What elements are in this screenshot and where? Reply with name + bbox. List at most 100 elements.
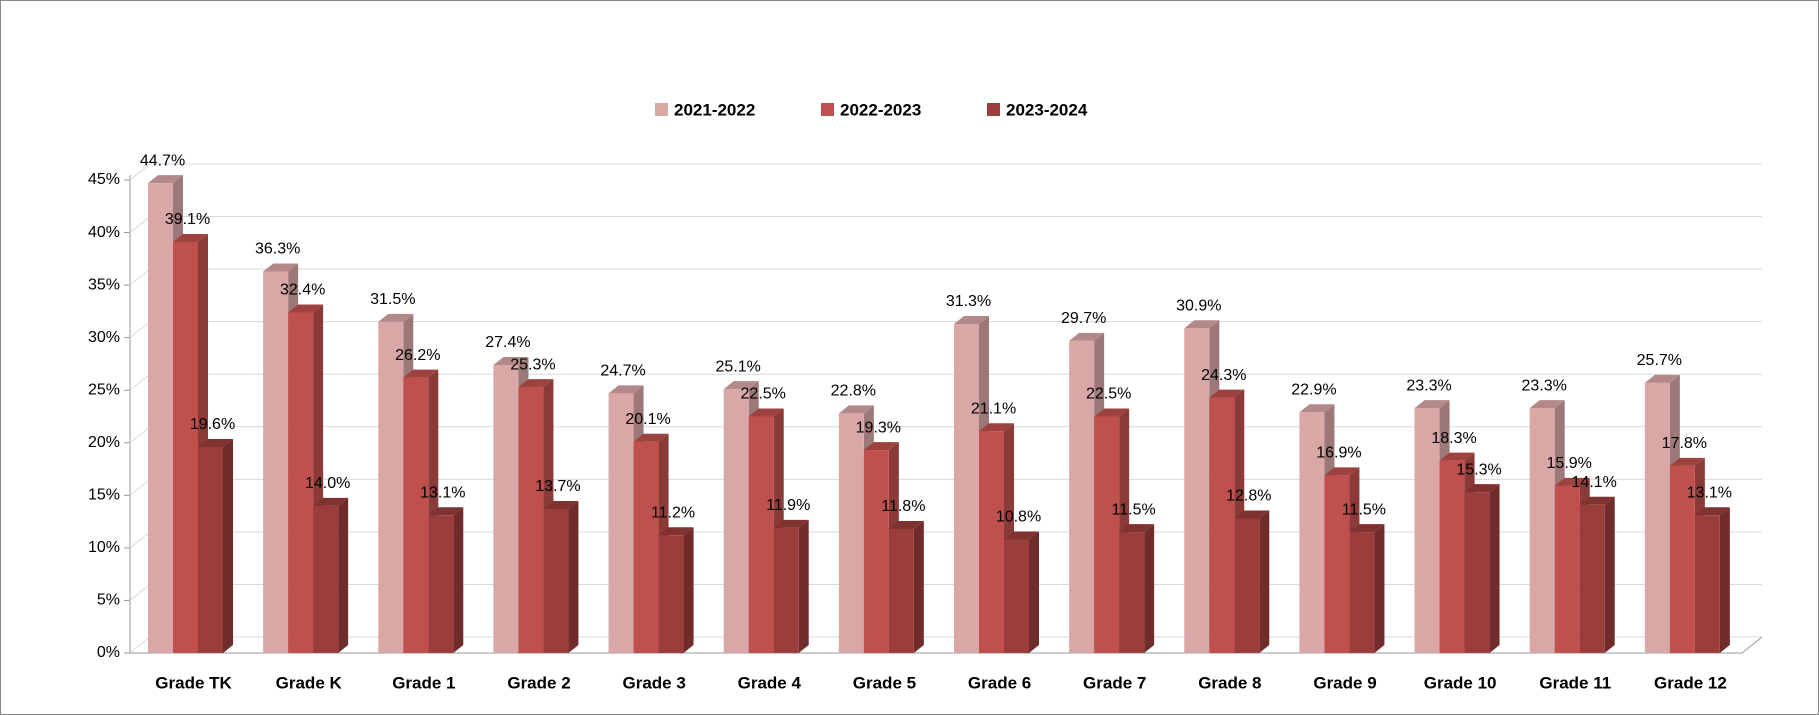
bar-front xyxy=(1349,532,1375,653)
bar-front xyxy=(1529,408,1555,653)
value-label: 32.4% xyxy=(280,282,325,299)
bar-side xyxy=(1719,507,1730,653)
bar xyxy=(543,500,579,653)
bar-side xyxy=(223,438,233,653)
value-label: 12.8% xyxy=(1226,488,1271,505)
bar-top xyxy=(1644,374,1680,383)
value-label: 11.2% xyxy=(651,504,695,521)
bar-front xyxy=(493,364,519,653)
bar-front xyxy=(1094,416,1120,653)
bar xyxy=(1579,496,1615,653)
x-tick-label: Grade 11 xyxy=(1539,673,1611,692)
bar-top xyxy=(863,442,899,451)
bar-top xyxy=(173,234,208,243)
x-tick-label: Grade 10 xyxy=(1424,673,1497,692)
bar-top xyxy=(1184,320,1220,329)
bar-top xyxy=(288,304,324,313)
bar-top xyxy=(1694,507,1730,516)
bar-side xyxy=(453,507,464,653)
value-label: 25.3% xyxy=(510,356,555,373)
y-tick-label: 0% xyxy=(97,644,120,661)
bar-front xyxy=(979,431,1004,653)
value-label: 22.5% xyxy=(1086,386,1131,403)
bar-top xyxy=(403,369,439,378)
bar xyxy=(1004,531,1039,653)
value-label: 27.4% xyxy=(485,334,530,351)
value-label: 18.3% xyxy=(1431,430,1476,447)
legend-label: 2022-2023 xyxy=(840,100,921,119)
y-tick-label: 45% xyxy=(88,171,120,188)
bar-top xyxy=(493,356,529,365)
bar-front xyxy=(1644,382,1670,653)
bar-front xyxy=(658,535,684,653)
legend-label: 2023-2024 xyxy=(1006,100,1088,119)
bar-front xyxy=(954,324,979,653)
bar-front xyxy=(633,441,659,653)
value-label: 15.3% xyxy=(1456,461,1501,478)
bar-front xyxy=(1554,485,1580,653)
y-tick-label: 10% xyxy=(88,539,120,556)
bar-side xyxy=(1259,510,1270,653)
value-label: 23.3% xyxy=(1522,377,1567,394)
bar-front xyxy=(313,505,339,653)
bar-top xyxy=(1069,332,1105,341)
value-label: 26.2% xyxy=(395,347,440,364)
value-label: 22.9% xyxy=(1291,382,1336,399)
bar-front xyxy=(608,393,634,653)
legend-swatch xyxy=(655,103,668,116)
bar-top xyxy=(313,497,349,506)
value-label: 25.7% xyxy=(1637,352,1682,369)
bar-front xyxy=(378,321,404,653)
value-label: 36.3% xyxy=(255,241,300,258)
value-label: 15.9% xyxy=(1547,455,1592,472)
bar xyxy=(1234,510,1270,653)
bar-front xyxy=(263,271,289,653)
bar xyxy=(428,507,464,653)
value-label: 39.1% xyxy=(165,211,210,228)
y-tick-label: 20% xyxy=(88,434,120,451)
bar-front xyxy=(1119,532,1145,653)
bar-front xyxy=(1579,504,1605,653)
value-label: 14.0% xyxy=(305,475,350,492)
x-tick-label: Grade 9 xyxy=(1313,673,1376,692)
bar-top xyxy=(1349,524,1385,533)
x-tick-label: Grade 8 xyxy=(1198,673,1261,692)
value-label: 31.5% xyxy=(370,291,415,308)
bar-front xyxy=(198,446,223,653)
bar-front xyxy=(1184,328,1210,653)
bar-front xyxy=(888,528,914,653)
bar xyxy=(1119,524,1155,653)
bar xyxy=(198,438,233,653)
grid-line xyxy=(129,163,1762,181)
bar-front xyxy=(518,387,544,653)
value-label: 19.3% xyxy=(856,419,901,436)
bar-front xyxy=(863,450,889,653)
bar-top xyxy=(148,175,183,184)
bar-top xyxy=(1209,389,1245,398)
value-label: 20.1% xyxy=(625,411,670,428)
bar-side xyxy=(568,500,579,653)
y-tick-label: 25% xyxy=(88,381,120,398)
x-tick-label: Grade 5 xyxy=(853,673,916,692)
bar-front xyxy=(1464,492,1490,653)
bar-front xyxy=(1439,460,1465,653)
value-label: 17.8% xyxy=(1662,435,1707,452)
value-label: 22.8% xyxy=(831,383,876,400)
bar-front xyxy=(723,389,749,653)
bar xyxy=(173,234,208,653)
bar-side xyxy=(1144,524,1155,653)
bar-top xyxy=(1529,400,1565,409)
bar-front xyxy=(1414,408,1440,653)
bar-side xyxy=(1604,496,1615,653)
bar-front xyxy=(1669,465,1695,653)
bar-top xyxy=(1414,400,1450,409)
bar-top xyxy=(1464,484,1500,493)
bar-front xyxy=(1234,518,1260,653)
y-tick-label: 15% xyxy=(88,487,120,504)
y-tick-label: 40% xyxy=(88,224,120,241)
bar xyxy=(1694,507,1730,653)
bar-front xyxy=(173,242,198,653)
value-label: 22.5% xyxy=(741,386,786,403)
value-label: 21.1% xyxy=(971,400,1016,417)
